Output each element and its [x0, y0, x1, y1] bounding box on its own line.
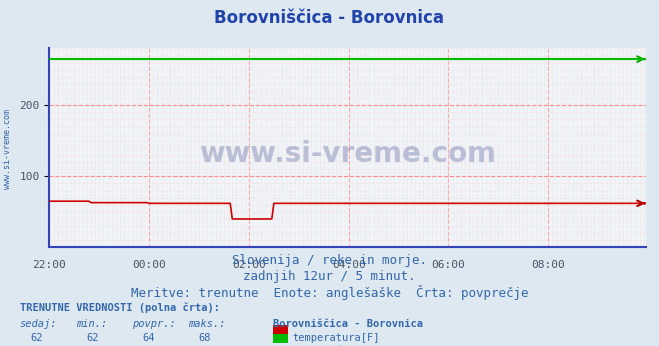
Text: temperatura[F]: temperatura[F]: [292, 333, 380, 343]
Text: 62: 62: [30, 333, 43, 343]
Text: povpr.:: povpr.:: [132, 319, 175, 329]
Text: Borovniščica - Borovnica: Borovniščica - Borovnica: [273, 319, 424, 329]
Text: maks.:: maks.:: [188, 319, 225, 329]
Text: 68: 68: [198, 333, 211, 343]
Text: Meritve: trenutne  Enote: anglešaške  Črta: povprečje: Meritve: trenutne Enote: anglešaške Črta…: [130, 285, 529, 300]
Text: TRENUTNE VREDNOSTI (polna črta):: TRENUTNE VREDNOSTI (polna črta):: [20, 303, 219, 313]
Text: Borovniščica - Borovnica: Borovniščica - Borovnica: [214, 9, 445, 27]
Text: 08:00: 08:00: [531, 260, 565, 270]
Text: 62: 62: [86, 333, 99, 343]
Text: zadnjih 12ur / 5 minut.: zadnjih 12ur / 5 minut.: [243, 270, 416, 283]
Text: 04:00: 04:00: [331, 260, 366, 270]
Text: 02:00: 02:00: [232, 260, 266, 270]
Text: 00:00: 00:00: [132, 260, 166, 270]
Text: www.si-vreme.com: www.si-vreme.com: [199, 140, 496, 168]
Text: 64: 64: [142, 333, 155, 343]
Text: 06:00: 06:00: [432, 260, 465, 270]
Text: min.:: min.:: [76, 319, 107, 329]
Text: Slovenija / reke in morje.: Slovenija / reke in morje.: [232, 254, 427, 267]
Text: sedaj:: sedaj:: [20, 319, 57, 329]
Text: 22:00: 22:00: [32, 260, 67, 270]
Text: www.si-vreme.com: www.si-vreme.com: [3, 109, 13, 189]
